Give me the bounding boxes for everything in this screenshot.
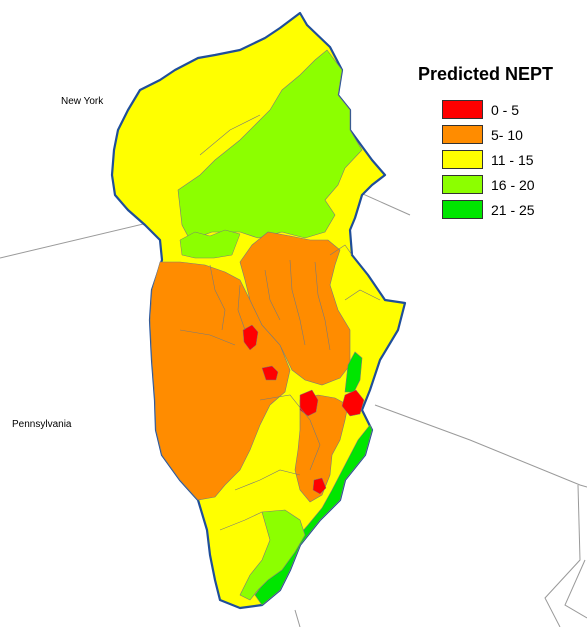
red-hotspot-5 xyxy=(312,477,327,495)
label-new-york: New York xyxy=(61,96,104,107)
legend-item: 0 - 5 xyxy=(442,99,584,120)
legend-label: 0 - 5 xyxy=(491,101,520,118)
legend-label: 21 - 25 xyxy=(491,201,535,218)
zone-orange-central xyxy=(239,231,351,386)
red-hotspot-2 xyxy=(261,365,279,381)
legend-swatch xyxy=(442,175,483,194)
nj-fragment xyxy=(564,559,587,619)
legend-label: 5- 10 xyxy=(491,126,523,143)
pa-nj-state-line xyxy=(374,404,587,488)
zone-green-small xyxy=(344,351,363,393)
legend-title: Predicted NEPT xyxy=(418,64,554,84)
legend-item: 5- 10 xyxy=(442,124,584,145)
nj-line-south xyxy=(544,484,581,627)
label-pennsylvania: Pennsylvania xyxy=(12,419,72,430)
zone-lime-south xyxy=(239,509,306,601)
zone-lime-patch-1 xyxy=(179,229,241,259)
bottom-line xyxy=(294,609,301,627)
zone-lime-north xyxy=(177,49,363,241)
zone-orange-south-central xyxy=(294,394,349,503)
legend-item: 21 - 25 xyxy=(442,199,584,220)
legend-items: 0 - 5 5- 10 11 - 15 16 - 20 21 - 25 xyxy=(442,99,584,220)
red-hotspot-4 xyxy=(341,389,365,417)
red-hotspots xyxy=(242,324,365,495)
red-hotspot-3 xyxy=(299,389,319,417)
legend-item: 11 - 15 xyxy=(442,149,584,170)
legend-swatch xyxy=(442,150,483,169)
legend-swatch xyxy=(442,125,483,144)
legend-swatch xyxy=(442,200,483,219)
legend-item: 16 - 20 xyxy=(442,174,584,195)
sub-basin-borders xyxy=(179,114,381,531)
legend-label: 16 - 20 xyxy=(491,176,535,193)
legend-swatch xyxy=(442,100,483,119)
red-hotspot-1 xyxy=(242,324,259,351)
legend-label: 11 - 15 xyxy=(491,151,534,168)
legend: Predicted NEPT 0 - 5 5- 10 11 - 15 16 - 20 2… xyxy=(418,64,584,224)
ny-pa-state-line-west xyxy=(0,219,161,259)
zone-orange-west xyxy=(149,261,291,501)
